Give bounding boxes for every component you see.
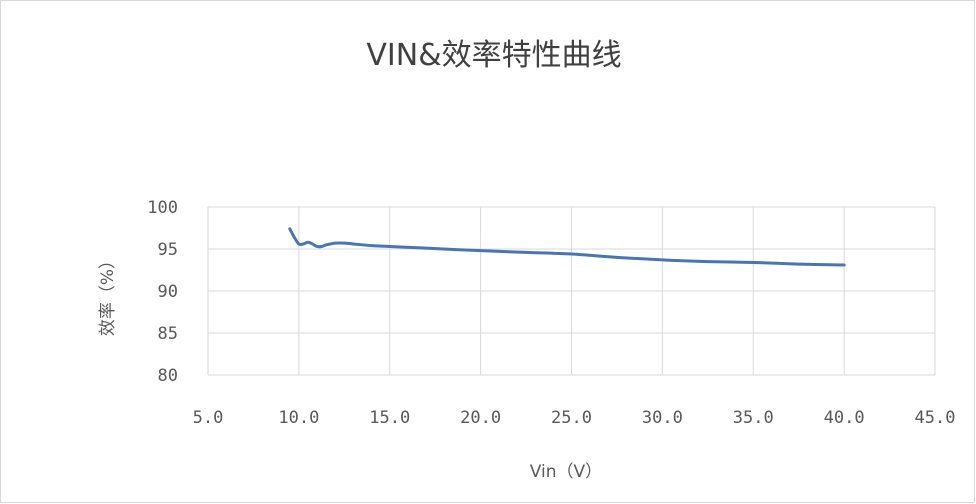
x-tick-label: 5.0 <box>193 408 224 428</box>
y-tick-label: 90 <box>158 282 178 302</box>
y-axis-title: 效率（%） <box>98 252 118 336</box>
y-tick-label: 100 <box>147 198 178 218</box>
x-tick-label: 45.0 <box>915 408 956 428</box>
chart-title: VIN&效率特性曲线 <box>366 38 621 73</box>
x-tick-label: 30.0 <box>642 408 683 428</box>
x-tick-label: 10.0 <box>278 408 319 428</box>
y-tick-label: 85 <box>158 324 178 344</box>
x-tick-label: 35.0 <box>733 408 774 428</box>
x-tick-label: 15.0 <box>369 408 410 428</box>
y-tick-label: 80 <box>158 366 178 386</box>
x-tick-label: 40.0 <box>824 408 865 428</box>
x-tick-label: 25.0 <box>551 408 592 428</box>
grid-lines <box>207 206 936 376</box>
x-tick-label: 20.0 <box>460 408 501 428</box>
x-axis-title: Vin（V） <box>530 462 602 482</box>
tick-labels: 5.0 10.0 15.0 20.0 25.0 30.0 35.0 40.0 45.0 80 85 9… <box>147 198 955 428</box>
series-line-efficiency <box>288 227 846 267</box>
y-tick-label: 95 <box>158 240 178 260</box>
